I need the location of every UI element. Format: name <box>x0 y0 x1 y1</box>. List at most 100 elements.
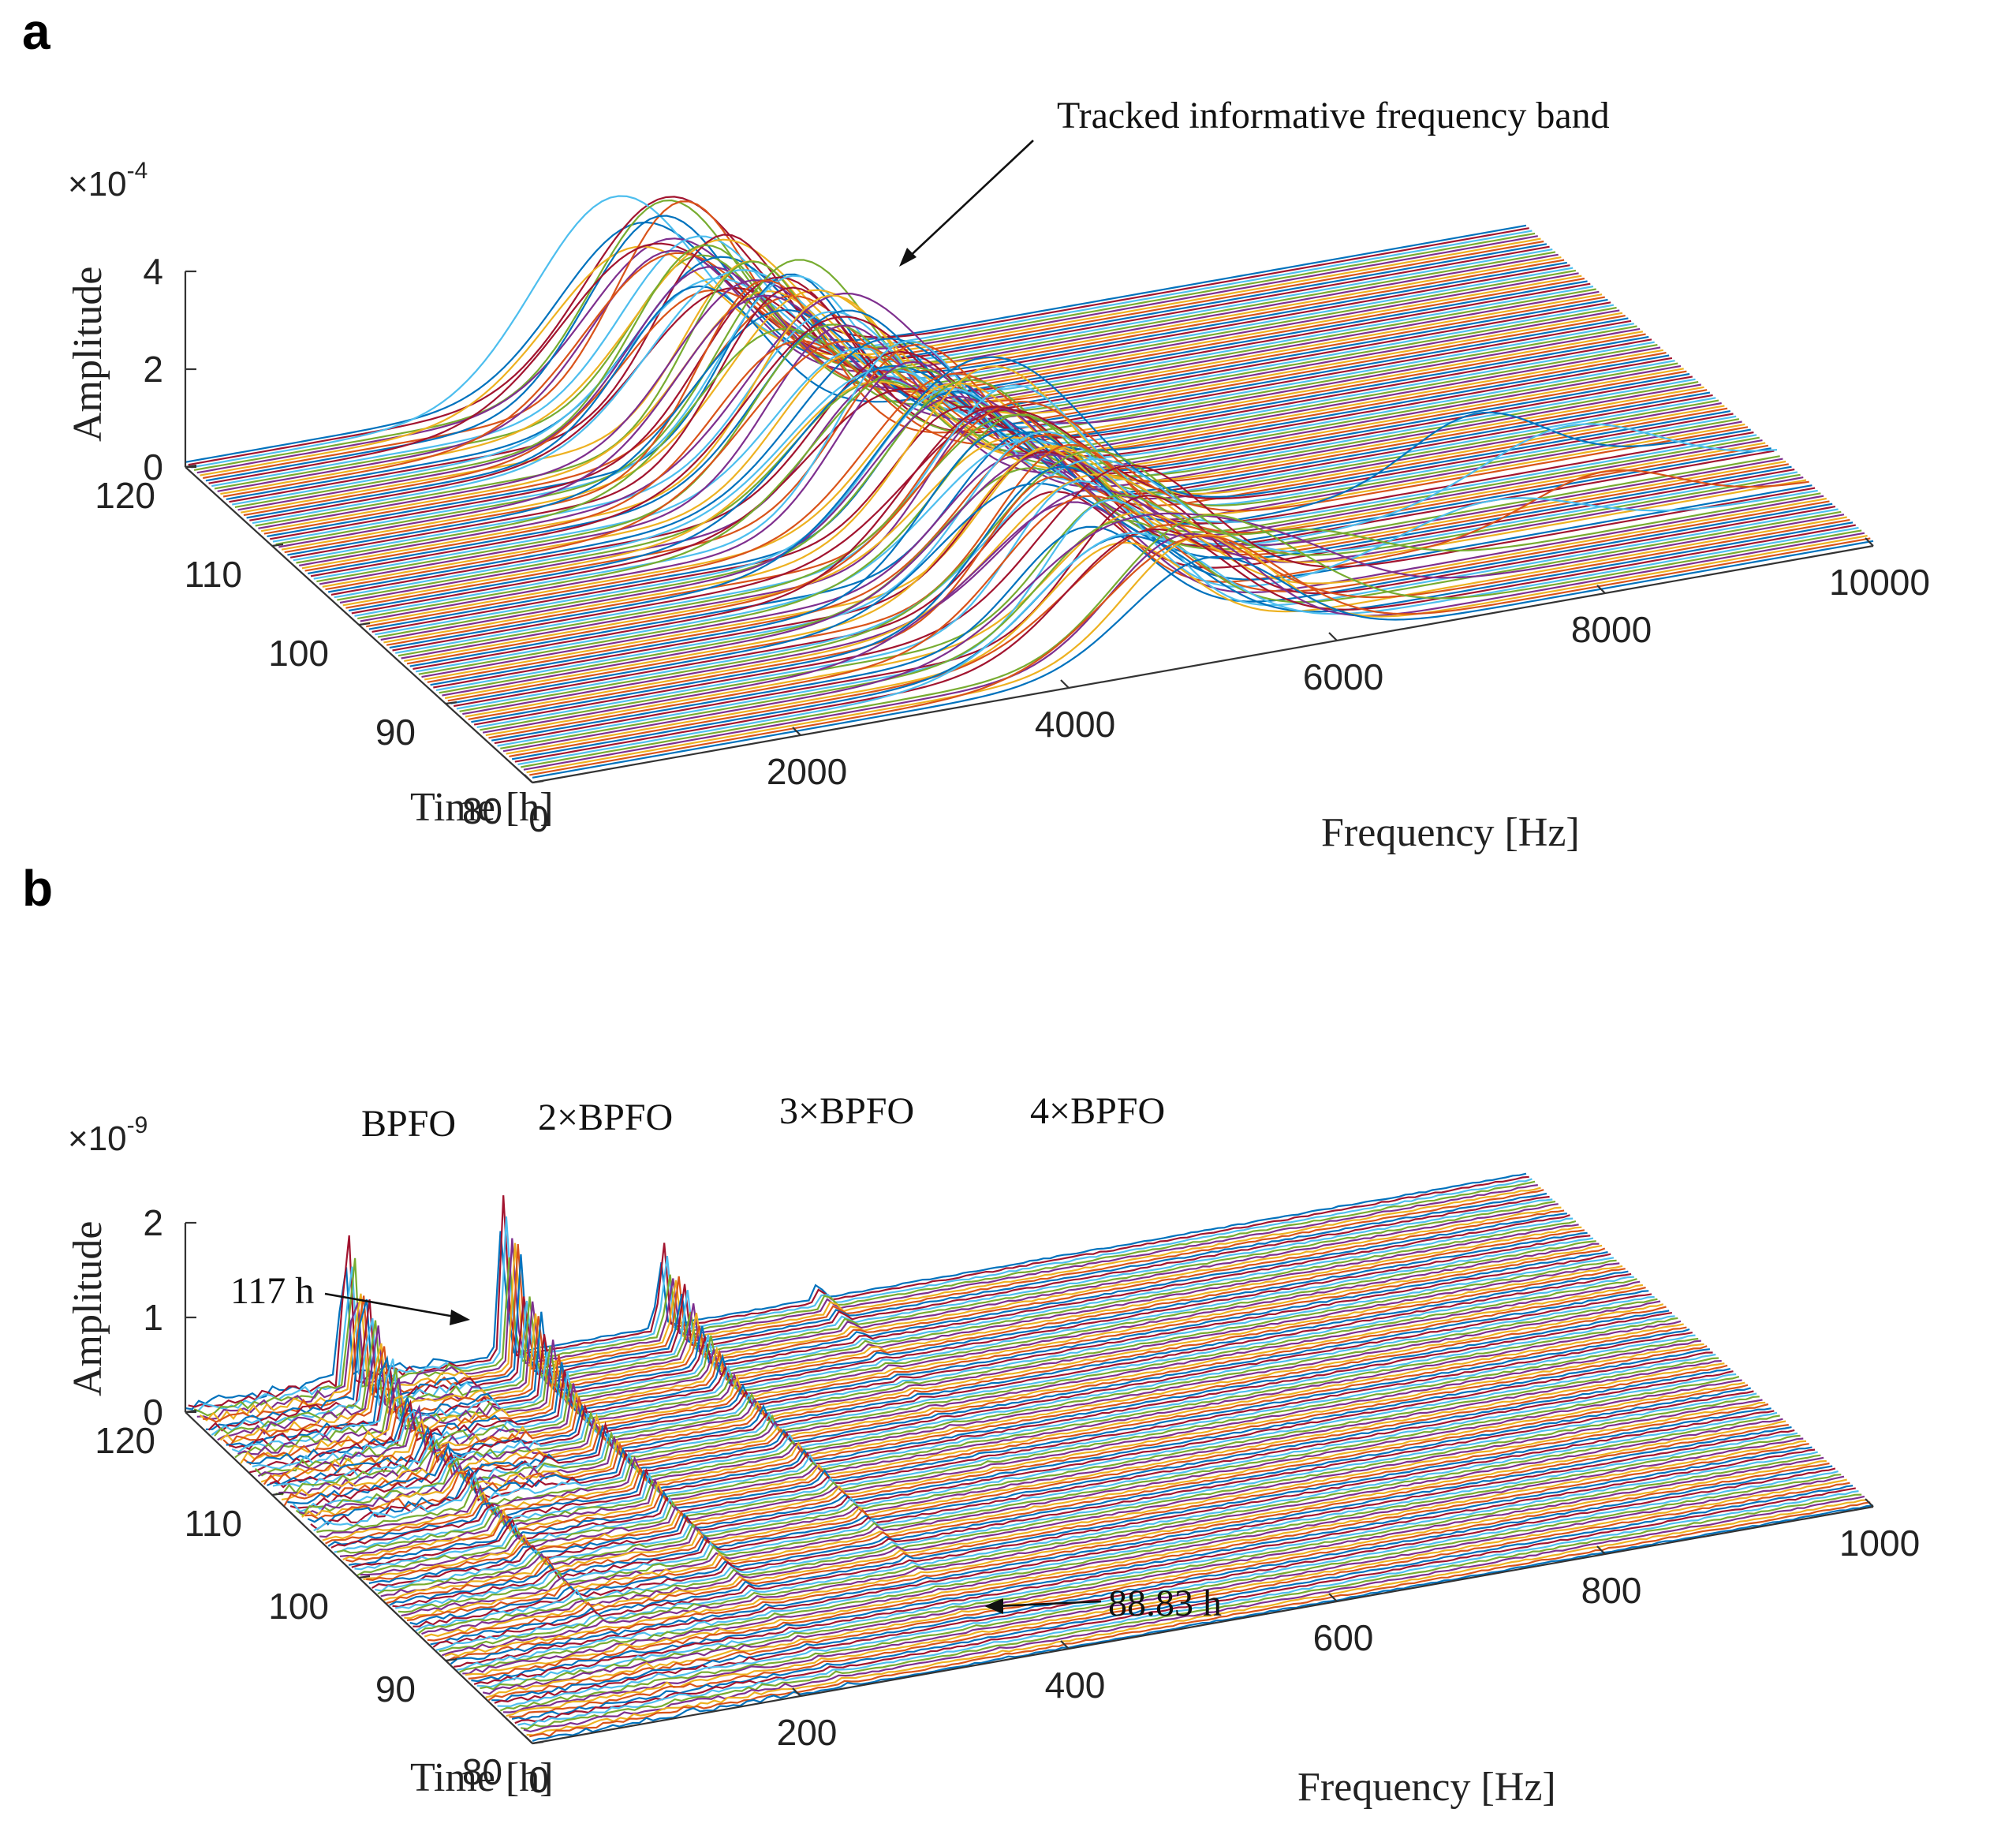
panel-b-spectrum-line <box>188 1175 1529 1408</box>
panel-b-spectrum-line <box>485 1459 1827 1698</box>
panel-b-freq-tick <box>1328 1593 1338 1602</box>
panel-b-spectrum-line <box>337 1317 1678 1554</box>
panel-b-amp-tick-label: 2 <box>143 1202 163 1243</box>
panel-b-spectrum-line <box>310 1293 1652 1530</box>
panel-a-annotation: Tracked informative frequency band <box>1057 95 1610 136</box>
panel-b-xlabel: Frequency [Hz] <box>1297 1765 1556 1810</box>
panel-b-spectrum-line <box>237 1224 1579 1455</box>
panel-b-freq-tick <box>1865 1498 1874 1508</box>
panel-a-freq-tick-label: 6000 <box>1303 656 1383 697</box>
panel-b-spectrum-line <box>283 1268 1626 1506</box>
harmonic-label-2bpfo: 2×BPFO <box>538 1097 673 1138</box>
panel-a-spectra <box>185 195 1874 779</box>
panel-a-ylabel: Time [h] <box>410 785 554 830</box>
panel-a-amp-tick-label: 4 <box>143 251 163 292</box>
panel-b-spectrum-line <box>447 1424 1789 1662</box>
panel-a-frequency-axis <box>532 544 1874 784</box>
panel-b-spectrum-line <box>526 1499 1868 1736</box>
panel-b-spectrum-line <box>494 1467 1836 1704</box>
annotation-117h: 117 h <box>230 1270 314 1312</box>
panel-a-spectrum-line <box>301 294 1644 570</box>
panel-b-spectrum-line <box>327 1310 1670 1547</box>
panel-b-spectrum-line <box>427 1403 1769 1642</box>
panel-b-spectrum-line <box>368 1348 1711 1584</box>
panel-b-spectrum-line <box>191 1178 1533 1412</box>
panel-a-spectrum-line <box>342 368 1684 607</box>
panel-a-spectrum-line <box>439 455 1780 694</box>
panel-a-spectrum-line <box>366 372 1708 628</box>
panel-b-spectrum-line <box>517 1490 1859 1727</box>
panel-b-spectrum-line <box>322 1303 1664 1541</box>
panel-b-spectrum-line <box>398 1376 1740 1613</box>
panel-b-freq-tick-label: 0 <box>528 1759 549 1800</box>
panel-b-spectrum-line <box>465 1440 1807 1676</box>
panel-b-spectrum-line <box>203 1189 1544 1423</box>
panel-b-spectrum-line <box>509 1482 1850 1718</box>
panel-a-spectrum-line <box>401 406 1742 660</box>
panel-b-freq-tick-label: 400 <box>1045 1665 1106 1706</box>
panel-b-spectrum-line <box>196 1184 1538 1420</box>
panel-b-time-tick-label: 100 <box>268 1586 329 1627</box>
panel-a-freq-tick <box>524 774 533 783</box>
panel-b-spectrum-line <box>234 1220 1577 1459</box>
panel-b-spectrum-line <box>301 1284 1644 1518</box>
panel-a-time-tick-label: 110 <box>185 554 242 595</box>
panel-b-spectrum-line <box>395 1373 1737 1609</box>
panel-b-spectrum-line <box>298 1280 1641 1515</box>
panel-a-spectrum-line <box>299 292 1641 566</box>
panel-a-time-tick <box>271 543 284 547</box>
annotation-117h-arrow <box>324 1292 460 1319</box>
panel-b-spectrum-line <box>444 1420 1786 1657</box>
panel-b-time-tick <box>445 1657 457 1662</box>
panel-b-spectrum-line <box>502 1475 1845 1713</box>
panel-b-freq-tick-label: 1000 <box>1839 1523 1920 1564</box>
harmonic-label-bpfo: BPFO <box>361 1103 456 1145</box>
panel-b-spectrum-line <box>231 1217 1574 1453</box>
panel-a-freq-tick <box>1328 632 1338 641</box>
panel-a-amp-tick-label: 2 <box>143 349 163 390</box>
panel-b-label: b <box>22 860 53 917</box>
panel-a-spectrum-line <box>471 465 1813 723</box>
panel-b-spectrum-line <box>272 1257 1615 1488</box>
panel-b-spectrum-line <box>514 1487 1856 1725</box>
panel-b-spectrum-line <box>442 1418 1783 1657</box>
panel-a-freq-tick-label: 2000 <box>767 751 847 792</box>
panel-b-freq-tick <box>524 1735 533 1744</box>
panel-a-spectrum-line <box>494 495 1836 745</box>
panel-a-xlabel: Frequency [Hz] <box>1321 810 1580 855</box>
panel-b-spectrum-line <box>281 1265 1623 1500</box>
panel-b-spectrum-line <box>406 1384 1749 1621</box>
panel-b-z-exponent: ×10-9 <box>68 1112 147 1158</box>
panel-a-spectrum-line <box>191 195 1533 469</box>
panel-b-spectrum-line <box>476 1451 1818 1688</box>
panel-a-spectrum-line <box>491 503 1833 742</box>
panel-a-spectrum-line <box>532 540 1874 779</box>
panel-a-spectrum-line <box>200 237 1541 476</box>
panel-b-spectrum-line <box>380 1360 1722 1597</box>
panel-a-spectrum-line <box>521 514 1862 768</box>
panel-b-spectrum-line <box>324 1306 1667 1545</box>
panel-a-time-tick-label: 80 <box>462 790 502 831</box>
panel-a-freq-tick <box>1865 537 1874 547</box>
panel-a-spectrum-line <box>363 382 1704 625</box>
panel-b-spectrum-line <box>473 1448 1816 1685</box>
panel-b-spectrum-line <box>254 1240 1596 1477</box>
panel-a-spectrum-line <box>514 524 1856 763</box>
panel-a-time-tick-label: 90 <box>375 712 416 753</box>
panel-a-spectrum-line <box>222 252 1565 498</box>
panel-b-spectrum-line <box>415 1392 1757 1632</box>
panel-b-spectrum-line <box>454 1429 1795 1668</box>
panel-a-time-tick <box>445 701 457 705</box>
panel-b-spectrum-line <box>480 1454 1821 1691</box>
panel-a-time-tick <box>532 779 544 784</box>
panel-b-frequency-axis <box>532 1505 1874 1745</box>
panel-b-spectrum-line <box>360 1340 1701 1576</box>
panel-a-spectrum-line <box>380 395 1722 641</box>
panel-a-freq-tick-label: 0 <box>528 798 549 839</box>
panel-a-spectrum-line <box>427 433 1769 683</box>
panel-b-spectrum-line <box>506 1478 1847 1717</box>
panel-b-spectrum-line <box>217 1203 1559 1441</box>
panel-b-amp-tick-label: 1 <box>143 1297 163 1338</box>
panel-b-time-tick <box>532 1740 544 1745</box>
